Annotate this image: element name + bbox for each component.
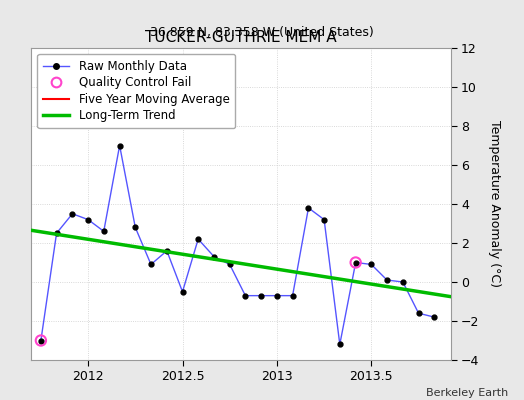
Title: TUCKER-GUTHRIE MEM A: TUCKER-GUTHRIE MEM A — [145, 30, 337, 46]
Point — [37, 337, 45, 344]
Text: Berkeley Earth: Berkeley Earth — [426, 388, 508, 398]
Legend: Raw Monthly Data, Quality Control Fail, Five Year Moving Average, Long-Term Tren: Raw Monthly Data, Quality Control Fail, … — [37, 54, 235, 128]
Text: 36.859 N, 83.358 W (United States): 36.859 N, 83.358 W (United States) — [150, 26, 374, 39]
Y-axis label: Temperature Anomaly (°C): Temperature Anomaly (°C) — [488, 120, 501, 288]
Point — [352, 259, 360, 266]
